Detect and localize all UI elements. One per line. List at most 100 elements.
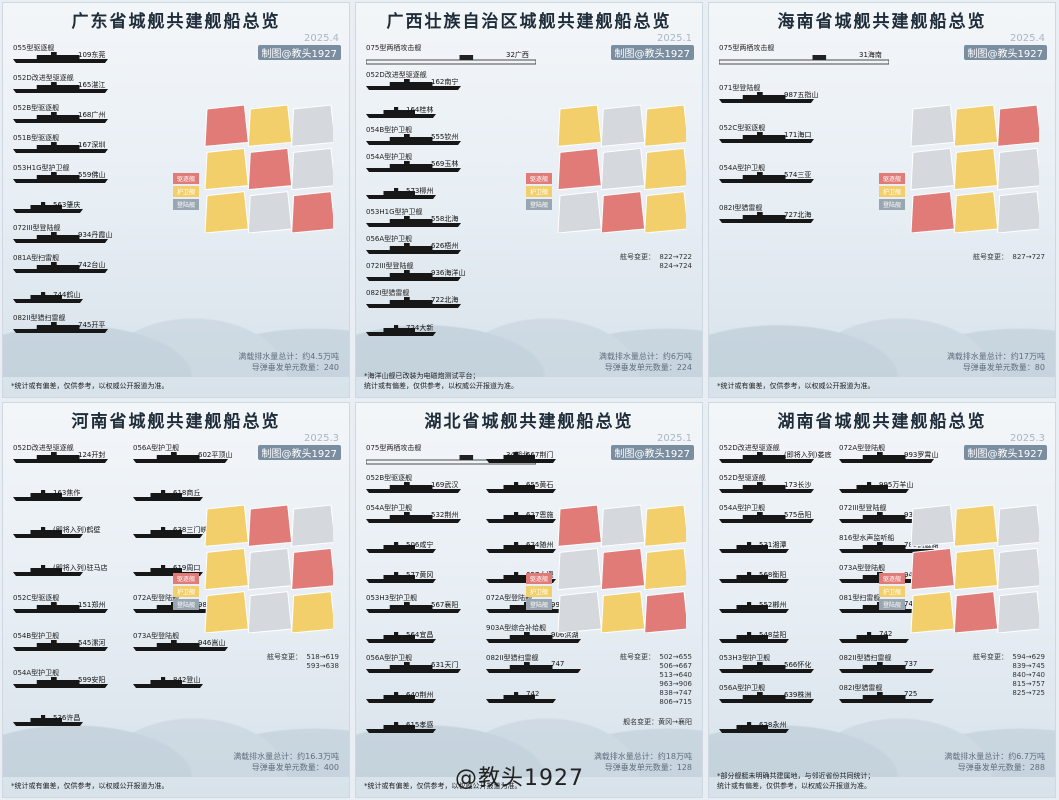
ship-class: 056A型护卫舰	[366, 654, 413, 662]
ship-silhouette-icon	[486, 692, 556, 703]
footnote: *统计或有偏差，仅供参考，以权威公开报道为准。	[11, 381, 169, 391]
ship-class: 073A型登陆舰	[133, 631, 180, 640]
province-map	[909, 103, 1042, 237]
panel-date: 2025.1	[657, 433, 692, 444]
ship-name: 558北海	[431, 214, 459, 223]
ship-silhouette-icon	[13, 52, 108, 63]
legend-item: 驱逐舰	[879, 173, 905, 184]
ship-silhouette-icon	[13, 142, 108, 153]
ship-silhouette-icon	[486, 482, 556, 493]
ship-silhouette-icon	[366, 161, 461, 173]
ship-silhouette-icon	[366, 270, 461, 282]
ship-class: 082I型猎雷舰	[839, 684, 883, 692]
ship-name: 627恩施	[526, 511, 554, 519]
total-line: 导弹垂发单元数量：80	[962, 363, 1045, 372]
ship-class: 082I型猎雷舰	[366, 289, 410, 298]
footnote: *统计或有偏差，仅供参考，以权威公开报道为准。	[11, 781, 169, 791]
ship-silhouette-icon	[366, 52, 536, 65]
ship-name: (即将入列)驻马店	[53, 563, 108, 572]
ship-silhouette-icon	[366, 324, 436, 336]
ship-silhouette-icon	[133, 489, 203, 501]
panel-title: 海南省城舰共建舰船总览	[777, 12, 987, 32]
ship-name: 563肇庆	[53, 201, 81, 209]
ship-silhouette-icon	[366, 662, 461, 673]
legend-item: 登陆舰	[526, 199, 552, 210]
total-line: 导弹垂发单元数量：224	[604, 363, 692, 372]
ship-class: 054A型护卫舰	[366, 504, 413, 512]
ship-name: 725	[904, 690, 918, 698]
ship-class: 075型两栖攻击舰	[719, 44, 775, 52]
total-line: 导弹垂发单元数量：128	[604, 763, 692, 772]
hull-number-changes: 舷号变更： 822→722 824→724	[619, 253, 692, 270]
ship-class: 071型登陆舰	[719, 84, 761, 92]
ship-silhouette-icon	[13, 677, 108, 688]
ship-silhouette-icon	[366, 242, 461, 254]
ship-name: 506咸宁	[406, 541, 434, 549]
hull-number-changes: 舷号变更： 502→655 506→667 513→640 963→906 83…	[619, 653, 692, 706]
ship-silhouette-icon	[839, 662, 934, 673]
panel-date: 2025.3	[304, 433, 339, 444]
ship-name: 548益阳	[759, 631, 787, 639]
ship-class: 054A型护卫舰	[719, 164, 766, 172]
panel-date: 2025.4	[1010, 33, 1045, 44]
ship-name: 124开封	[78, 451, 106, 459]
ship-class: 082II型猎扫雷舰	[486, 654, 539, 662]
legend-item: 登陆舰	[173, 199, 199, 210]
legend-item: 护卫舰	[173, 186, 199, 197]
legend-item: 驱逐舰	[173, 173, 199, 184]
ship-name: 619周口	[173, 563, 201, 572]
totals: 满载排水量总计：约6万吨 导弹垂发单元数量：224	[599, 351, 692, 373]
ship-silhouette-icon	[13, 322, 108, 333]
ship-class: 052D改进型驱逐舰	[719, 444, 780, 452]
name-change: 舰名变更：黄冈→襄阳	[623, 718, 692, 726]
map-legend: 驱逐舰 护卫舰 登陆舰	[879, 573, 905, 612]
ship-silhouette-icon	[719, 132, 814, 143]
total-line: 满载排水量总计：约4.5万吨	[238, 352, 339, 361]
ship-name: 564宜昌	[406, 631, 434, 639]
panel-date: 2025.3	[1010, 433, 1045, 444]
ship-class: 053H1G型护卫舰	[366, 207, 423, 216]
ship-silhouette-icon	[133, 527, 203, 538]
ship-name: 569玉林	[431, 160, 459, 169]
province-map	[203, 103, 336, 237]
legend-item: 驱逐舰	[879, 573, 905, 584]
map-legend: 驱逐舰 护卫舰 登陆舰	[173, 573, 199, 612]
ship-class: 052C型驱逐舰	[719, 124, 766, 132]
ship-name: 655黄石	[526, 481, 554, 489]
ship-silhouette-icon	[13, 452, 108, 463]
panel-date: 2025.4	[304, 33, 339, 44]
footnote-line: *统计或有偏差，仅供参考，以权威公开报道为准。	[11, 782, 169, 790]
hull-number-changes: 舷号变更： 594→629 839→745 840→740 815→757 82…	[972, 653, 1045, 697]
ship-silhouette-icon	[366, 297, 461, 309]
ship-class: 054B型护卫舰	[366, 125, 413, 134]
ship-silhouette-icon	[366, 602, 461, 613]
ship-silhouette-icon	[133, 452, 228, 463]
ship-name: 163焦作	[53, 488, 81, 497]
legend-item: 登陆舰	[173, 599, 199, 610]
total-line: 满载排水量总计：约16.3万吨	[233, 752, 339, 761]
panel-1: 广西壮族自治区城舰共建舰船总览 2025.1 制图@教头1927 075型两栖攻击…	[355, 2, 703, 398]
ship-name: 987五指山	[784, 91, 819, 99]
ship-name: 628永州	[759, 721, 787, 729]
panel-date: 2025.1	[657, 33, 692, 44]
totals: 满载排水量总计：约6.7万吨 导弹垂发单元数量：288	[944, 751, 1045, 773]
ship-class: 051B型驱逐舰	[13, 134, 60, 142]
ship-class: 816型水声监听船	[839, 534, 895, 542]
ship-class: 056A型护卫舰	[366, 234, 413, 243]
ship-name: 536许昌	[53, 713, 81, 722]
ship-name: 995万羊山	[879, 481, 914, 489]
ship-silhouette-icon	[839, 482, 909, 493]
footnote-line: 统计或有偏差，仅供参考，以权威公开报道为准。	[717, 782, 871, 790]
ship-class: 056A型护卫舰	[719, 684, 766, 692]
footnote: *海洋山舰已改装为电磁炮测试平台； 统计或有偏差，仅供参考，以权威公开报道为准。	[364, 371, 518, 391]
ship-silhouette-icon	[839, 542, 934, 553]
ship-silhouette-icon	[839, 452, 934, 463]
legend-item: 登陆舰	[526, 599, 552, 610]
ship-name: 640荆州	[406, 691, 434, 699]
ship-name: 566怀化	[784, 661, 812, 669]
ship-silhouette-icon	[719, 212, 814, 223]
panel-credit: 制图@教头1927	[963, 445, 1047, 460]
ship-silhouette-icon	[13, 202, 83, 213]
ship-class: 082I型猎雷舰	[719, 204, 763, 212]
ship-name: 532荆州	[431, 511, 459, 519]
